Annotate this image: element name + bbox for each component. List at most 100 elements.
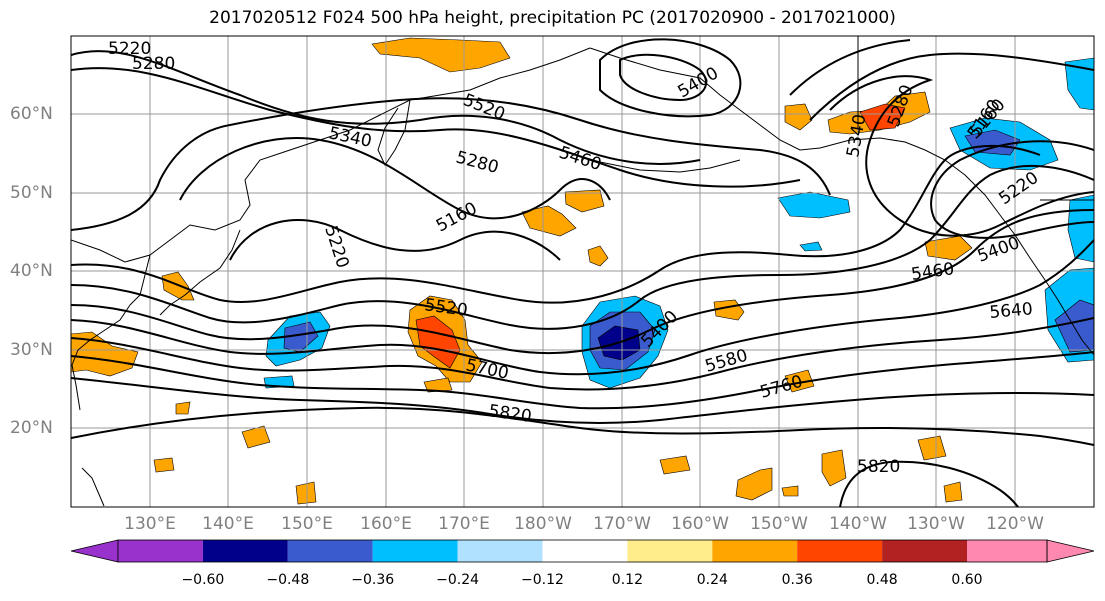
precip-blob xyxy=(521,205,577,237)
lat-label: 30°N xyxy=(10,340,53,360)
colorbar-swatch xyxy=(882,540,967,562)
contour-line xyxy=(930,140,1094,239)
colorbar-swatch xyxy=(797,540,883,562)
lon-label: 120°W xyxy=(986,514,1044,534)
lon-label: 180°W xyxy=(514,514,572,534)
lon-label: 150°W xyxy=(750,514,808,534)
contour-line xyxy=(71,209,1094,355)
precip-blob xyxy=(821,449,847,487)
map-title: 2017020512 F024 500 hPa height, precipit… xyxy=(209,8,896,28)
precip-blob xyxy=(924,235,973,261)
lat-label: 40°N xyxy=(10,261,53,281)
precip-blob xyxy=(175,401,191,415)
precip-blob xyxy=(859,103,906,131)
lon-label: 160°W xyxy=(671,514,729,534)
colorbar-swatch xyxy=(457,540,543,562)
lon-label: 130°W xyxy=(907,514,965,534)
contour-label: 5820 xyxy=(857,457,900,477)
contour-line xyxy=(809,52,1094,121)
precip-blob xyxy=(1054,299,1094,353)
contour-line xyxy=(789,39,911,96)
coastline-asia xyxy=(71,47,591,263)
precip-blob xyxy=(777,191,851,219)
contour-line xyxy=(599,38,742,118)
contour-line xyxy=(71,406,1094,446)
colorbar-tick-label: −0.60 xyxy=(181,572,225,588)
precip-blob xyxy=(784,369,815,393)
coastline-alaska xyxy=(589,47,821,151)
precip-blob xyxy=(153,457,175,473)
lon-label: 150°E xyxy=(281,514,333,534)
colorbar-tick-label: 0.36 xyxy=(781,572,813,588)
precip-blob xyxy=(415,315,461,369)
colorbar-tick-label: −0.36 xyxy=(351,572,395,588)
coastline-alaska-south xyxy=(819,137,1016,236)
contour-line xyxy=(229,219,561,261)
contour-label: 5640 xyxy=(989,299,1034,323)
contour-line xyxy=(71,165,1094,330)
colorbar-extend-min xyxy=(70,539,119,563)
colorbar-tick-label: 0.24 xyxy=(696,572,728,588)
lon-label: 160°E xyxy=(360,514,412,534)
contour-line xyxy=(71,50,701,165)
contour-line xyxy=(71,145,1041,304)
precip-blob xyxy=(799,241,823,252)
precip-blob xyxy=(659,455,691,475)
colorbar-tick-label: −0.24 xyxy=(436,572,480,588)
precip-blob xyxy=(917,435,947,461)
contour-line xyxy=(71,239,1094,376)
contour-line xyxy=(71,97,831,231)
contour-line xyxy=(71,317,1094,391)
contour-line xyxy=(829,75,1094,237)
precip-blob xyxy=(735,467,773,501)
contour-line xyxy=(71,377,1094,424)
precip-blob xyxy=(564,189,605,213)
coastline-philippines xyxy=(81,467,105,507)
precip-blob xyxy=(295,481,317,505)
precip-blob xyxy=(943,481,963,503)
precip-blob xyxy=(71,331,139,377)
lat-label: 50°N xyxy=(10,183,53,203)
colorbar-frame xyxy=(117,539,1048,563)
map-plot-area: 5220 5280 5520 5400 5340 5280 5460 5160 … xyxy=(71,36,1094,507)
precip-blob xyxy=(781,485,799,497)
coastline-korea xyxy=(129,254,151,306)
colorbar-swatch xyxy=(202,540,288,562)
precip-blob xyxy=(1064,57,1094,111)
lat-label: 20°N xyxy=(10,418,53,438)
colorbar-swatch xyxy=(627,540,713,562)
contour-line xyxy=(71,67,801,188)
colorbar xyxy=(70,539,1095,563)
colorbar-swatch xyxy=(542,540,628,562)
colorbar-extend-max xyxy=(1046,539,1095,563)
lon-label: 170°E xyxy=(438,514,490,534)
contour-line xyxy=(179,137,611,220)
colorbar-swatch xyxy=(287,540,373,562)
coastline-china xyxy=(71,304,131,411)
lon-label: 140°W xyxy=(829,514,887,534)
precip-blob xyxy=(423,377,453,393)
colorbar-swatch xyxy=(118,540,203,562)
colorbar-tick-label: −0.12 xyxy=(521,572,564,588)
precip-blob xyxy=(587,245,609,267)
contour-label: 5220 xyxy=(108,39,151,59)
colorbar-tick-label: 0.60 xyxy=(951,572,983,588)
contour-line xyxy=(619,53,708,102)
colorbar-tick-label: 0.12 xyxy=(611,572,643,588)
coastline-north-america xyxy=(1014,234,1094,356)
lon-label: 140°E xyxy=(202,514,254,534)
precip-blob xyxy=(283,321,319,353)
colorbar-swatch xyxy=(712,540,798,562)
colorbar-swatch xyxy=(967,540,1047,562)
contour-line xyxy=(71,351,1094,410)
lat-label: 60°N xyxy=(10,104,53,124)
precip-blob xyxy=(784,103,813,131)
precip-blob xyxy=(371,37,511,73)
lon-label: 170°W xyxy=(593,514,651,534)
colorbar-tick-label: −0.48 xyxy=(266,572,310,588)
lon-label: 130°E xyxy=(124,514,176,534)
colorbar-tick-label: 0.48 xyxy=(866,572,898,588)
colorbar-swatch xyxy=(372,540,458,562)
contour-label: 5280 xyxy=(132,54,175,74)
